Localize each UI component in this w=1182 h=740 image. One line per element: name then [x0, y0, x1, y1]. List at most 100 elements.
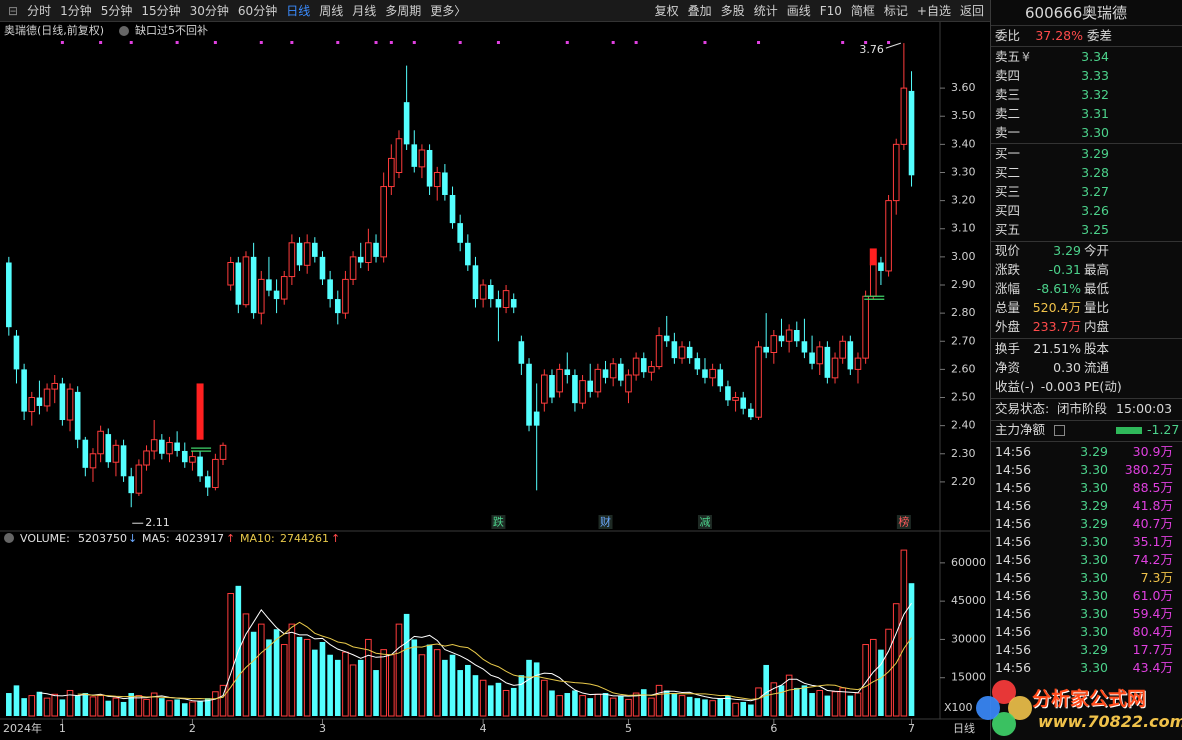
candle-body — [433, 171, 441, 188]
stock-name: 奥瑞德 — [1082, 4, 1128, 22]
stat-value: 520.4万 — [1032, 300, 1081, 315]
candle-body — [418, 149, 426, 168]
y-tick-label: 2.40 — [951, 419, 976, 432]
period-button[interactable]: 日线 — [286, 4, 311, 18]
tick-price: 3.29 — [1080, 516, 1108, 531]
candle-body — [143, 450, 150, 466]
signal-dot — [60, 41, 64, 44]
tool-button[interactable]: 简框 — [850, 4, 875, 18]
status-value: 闭市阶段 — [1057, 401, 1108, 416]
flow-value: -1.27 — [1147, 422, 1180, 437]
signal-dot — [389, 41, 393, 44]
candle-body — [618, 363, 624, 381]
tool-button[interactable]: 统计 — [753, 4, 778, 18]
candle-body — [303, 242, 311, 266]
volume-bar — [908, 583, 915, 716]
stat-label: 总量 — [995, 300, 1021, 315]
volume-bar — [227, 592, 234, 717]
tick-time: 14:56 — [995, 552, 1032, 567]
volume-bar — [564, 693, 571, 716]
volume-tick-label: 45000 — [951, 594, 986, 607]
candle-body — [296, 242, 303, 266]
volume-bar — [219, 684, 227, 717]
candle-body — [763, 346, 769, 353]
candle-body — [273, 290, 280, 300]
candle-body — [51, 382, 59, 390]
period-button[interactable]: 5分钟 — [100, 4, 133, 18]
tool-button[interactable]: +自选 — [916, 4, 951, 18]
ask-label: 卖五 — [995, 49, 1021, 64]
ma10-label: MA10: — [240, 532, 275, 545]
volume-bar — [702, 699, 708, 716]
stat-value: 21.51% — [1033, 341, 1081, 356]
candle-body — [579, 380, 586, 404]
tick-volume: 40.7万 — [1132, 516, 1173, 531]
candle-body — [204, 476, 211, 488]
tool-button[interactable]: 多股 — [720, 4, 745, 18]
signal-dot — [213, 41, 217, 44]
volume-bar — [112, 697, 120, 717]
tick-price: 3.29 — [1080, 498, 1108, 513]
flow-icon — [1054, 425, 1065, 436]
volume-bar — [105, 700, 112, 716]
bid-price: 3.28 — [1081, 165, 1109, 180]
candle-body — [120, 445, 127, 477]
period-button[interactable]: 60分钟 — [237, 4, 278, 18]
signal-dot — [458, 41, 462, 44]
candle-body — [36, 397, 43, 406]
diff-label: 委差 — [1087, 28, 1113, 43]
volume-bar — [273, 629, 280, 716]
volume-bar — [533, 662, 540, 716]
tick-time: 14:56 — [995, 444, 1032, 459]
candle-body — [242, 256, 250, 306]
tool-button[interactable]: 返回 — [959, 4, 984, 18]
signal-dot — [412, 41, 416, 44]
volume-bar — [900, 549, 908, 717]
volume-bar — [449, 654, 456, 716]
tool-button[interactable]: 标记 — [883, 4, 908, 18]
candle-body — [257, 278, 265, 314]
candle-body — [174, 442, 180, 451]
stat-label: 涨幅 — [995, 281, 1021, 296]
tick-time: 14:56 — [995, 642, 1032, 657]
period-button[interactable]: 15分钟 — [141, 4, 181, 18]
tool-button[interactable]: 叠加 — [687, 4, 712, 18]
volume-bar — [518, 675, 525, 716]
event-tag: 跌 — [493, 515, 504, 529]
volume-bar — [678, 695, 686, 717]
signal-dot — [336, 41, 340, 44]
event-tag: 减 — [699, 516, 710, 529]
volume-bar — [357, 659, 364, 716]
period-button[interactable]: 分时 — [27, 4, 52, 18]
volume-bar — [732, 702, 739, 717]
tick-volume: 43.4万 — [1132, 660, 1173, 675]
volume-bar — [479, 679, 487, 717]
candle-body — [862, 295, 869, 359]
volume-bar — [51, 693, 59, 717]
tool-button[interactable]: 复权 — [654, 4, 679, 18]
y-tick-label: 3.20 — [951, 194, 976, 207]
signal-dot — [374, 41, 378, 44]
ask-price: 3.33 — [1081, 68, 1109, 83]
period-button[interactable]: 30分钟 — [189, 4, 229, 18]
volume-bar — [204, 698, 211, 716]
tick-time: 14:56 — [995, 498, 1032, 513]
period-button[interactable]: 1分钟 — [60, 4, 92, 18]
volume-bar — [824, 695, 831, 716]
period-button[interactable]: 更多〉 — [430, 4, 467, 18]
period-button[interactable]: 多周期 — [385, 4, 422, 18]
candle-body — [135, 464, 143, 494]
status-time: 15:00:03 — [1116, 401, 1173, 416]
tool-button[interactable]: F10 — [819, 3, 842, 18]
volume-bar — [59, 699, 66, 716]
volume-arrow: ↓ — [128, 532, 137, 545]
tick-time: 14:56 — [995, 516, 1032, 531]
period-button[interactable]: 月线 — [352, 4, 377, 18]
candle-body — [801, 341, 808, 353]
period-button[interactable]: 周线 — [319, 4, 344, 18]
tool-button[interactable]: 画线 — [786, 4, 811, 18]
ask-price: 3.31 — [1081, 106, 1109, 121]
volume-bar — [502, 689, 510, 717]
ask-price: 3.30 — [1081, 125, 1109, 140]
candle-body — [510, 299, 517, 308]
